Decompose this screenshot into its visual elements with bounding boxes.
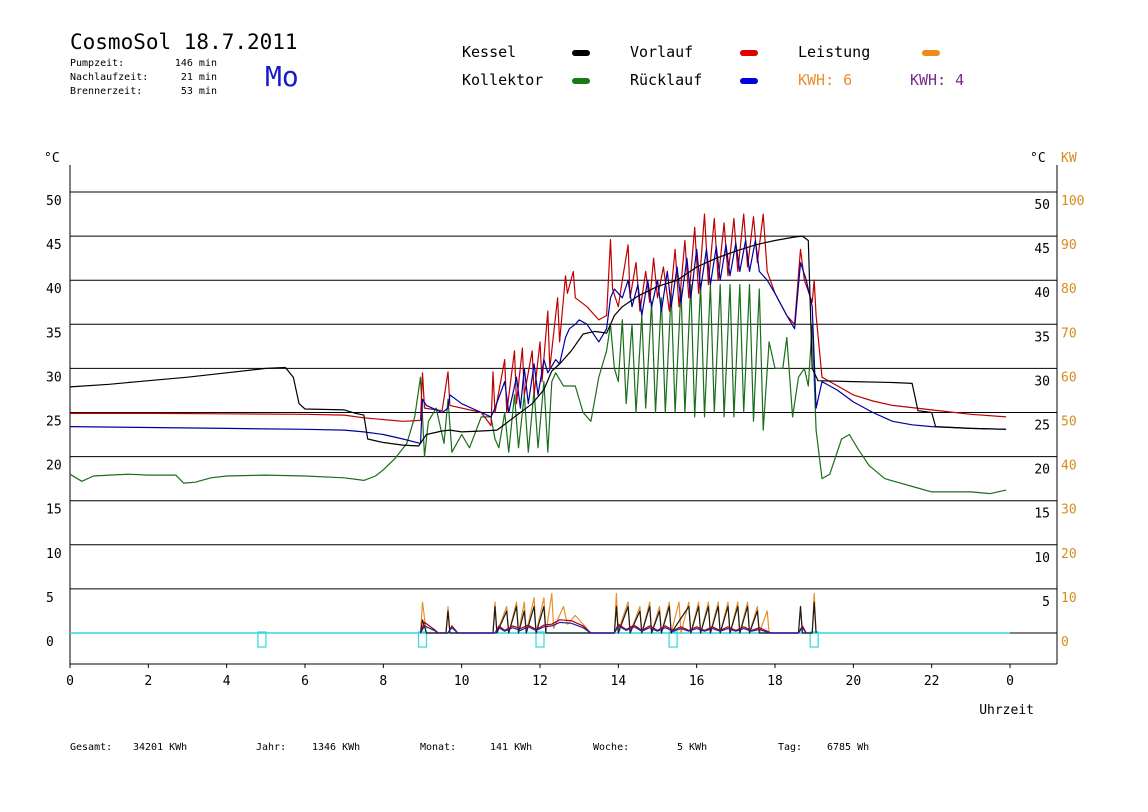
y-tick-label-right: 40 xyxy=(1034,286,1050,301)
stat-nachlaufzeit-label: Nachlaufzeit: xyxy=(70,72,149,83)
footer-jahr-value: 1346 KWh xyxy=(312,742,361,753)
y-tick-label: 30 xyxy=(46,370,62,385)
y-axis-unit-right: °C xyxy=(1030,151,1046,166)
stat-brennerzeit-value: 53 min xyxy=(180,86,217,97)
x-tick-label: 12 xyxy=(532,674,548,689)
y-axis-unit-left: °C xyxy=(44,151,60,166)
y-tick-label: 20 xyxy=(46,459,62,474)
x-tick-label: 4 xyxy=(223,674,231,689)
y-tick-label: 5 xyxy=(46,591,54,606)
x-tick-label: 10 xyxy=(454,674,470,689)
footer-monat-value: 141 KWh xyxy=(490,742,533,753)
y-tick-label-right: 35 xyxy=(1034,330,1050,345)
kwh-leistung: KWH: 6 xyxy=(798,71,853,89)
y-tick-label-right: 30 xyxy=(1034,374,1050,389)
footer-monat-label: Monat: xyxy=(420,742,457,753)
footer-gesamt-value: 34201 KWh xyxy=(133,742,188,753)
x-axis-label: Uhrzeit xyxy=(979,703,1034,718)
power-series-ruecklauf xyxy=(419,621,807,634)
chart-title: CosmoSol 18.7.2011 xyxy=(70,30,298,54)
baseline-marker xyxy=(535,631,545,648)
legend-leistung-swatch xyxy=(922,50,940,56)
y-tick-label-power: 70 xyxy=(1061,326,1077,341)
y-tick-label-power: 100 xyxy=(1061,194,1084,209)
footer-woche-value: 5 KWh xyxy=(677,742,708,753)
legend-vorlauf-label: Vorlauf xyxy=(630,43,694,61)
y-tick-label-right: 25 xyxy=(1034,419,1050,434)
x-tick-label: 6 xyxy=(301,674,309,689)
y-tick-label: 25 xyxy=(46,415,62,430)
x-tick-label: 22 xyxy=(924,674,940,689)
y-tick-label-power: 40 xyxy=(1061,459,1077,474)
y-tick-label-power: 10 xyxy=(1061,591,1077,606)
series-kollektor xyxy=(69,284,1007,495)
x-tick-label: 8 xyxy=(379,674,387,689)
stat-pumpzeit-value: 146 min xyxy=(174,58,217,69)
kwh-kessel: KWH: 4 xyxy=(910,71,965,89)
y-tick-label-power: 20 xyxy=(1061,547,1077,562)
x-tick-label: 0 xyxy=(66,674,74,689)
y-tick-label-power: 90 xyxy=(1061,238,1077,253)
legend-kollektor-swatch xyxy=(572,78,590,84)
y-tick-label: 50 xyxy=(46,194,62,209)
legend-kessel-label: Kessel xyxy=(462,43,517,61)
legend-ruecklauf-swatch xyxy=(740,78,758,84)
baseline-marker xyxy=(417,631,428,648)
y-tick-label-right: 5 xyxy=(1042,595,1050,610)
y-axis-unit-power: KW xyxy=(1061,151,1077,166)
y-tick-label-power: 30 xyxy=(1061,503,1077,518)
stat-pumpzeit-label: Pumpzeit: xyxy=(70,58,125,69)
legend-ruecklauf-label: Rücklauf xyxy=(630,71,703,89)
y-tick-label: 10 xyxy=(46,547,62,562)
footer-jahr-label: Jahr: xyxy=(256,742,287,753)
series-ruecklauf xyxy=(69,239,1007,444)
y-tick-label-power: 50 xyxy=(1061,415,1077,430)
stat-brennerzeit-label: Brennerzeit: xyxy=(70,86,143,97)
x-tick-label: 18 xyxy=(767,674,783,689)
x-tick-label: 16 xyxy=(689,674,705,689)
baseline-marker xyxy=(668,631,678,648)
x-tick-label: 14 xyxy=(611,674,627,689)
footer-gesamt-label: Gesamt: xyxy=(70,742,113,753)
baseline-marker xyxy=(257,631,267,648)
legend-vorlauf-swatch xyxy=(740,50,758,56)
y-tick-label-right: 15 xyxy=(1034,507,1050,522)
x-tick-label: 2 xyxy=(144,674,152,689)
legend-leistung-label: Leistung xyxy=(798,43,871,61)
y-tick-label: 35 xyxy=(46,326,62,341)
y-tick-label-right: 45 xyxy=(1034,242,1050,257)
footer-woche-label: Woche: xyxy=(593,742,630,753)
legend-kollektor-label: Kollektor xyxy=(462,71,544,89)
y-tick-label-power: 60 xyxy=(1061,370,1077,385)
weekday-label: Mo xyxy=(265,60,299,93)
y-tick-label: 45 xyxy=(46,238,62,253)
x-tick-label: 0 xyxy=(1006,674,1014,689)
legend-kessel-swatch xyxy=(572,50,590,56)
y-tick-label: 40 xyxy=(46,282,62,297)
series-kessel xyxy=(69,235,1007,447)
y-tick-label: 15 xyxy=(46,503,62,518)
y-tick-label-right: 10 xyxy=(1034,551,1050,566)
y-tick-label-power: 0 xyxy=(1061,635,1069,650)
baseline-marker xyxy=(809,631,819,648)
y-tick-label-power: 80 xyxy=(1061,282,1077,297)
power-series-kessel xyxy=(419,601,817,634)
x-tick-label: 20 xyxy=(846,674,862,689)
y-tick-label-right: 50 xyxy=(1034,198,1050,213)
y-tick-label-right: 20 xyxy=(1034,463,1050,478)
footer-tag-label: Tag: xyxy=(778,742,803,753)
footer-tag-value: 6785 Wh xyxy=(827,742,870,753)
y-tick-label: 0 xyxy=(46,635,54,650)
stat-nachlaufzeit-value: 21 min xyxy=(180,72,217,83)
